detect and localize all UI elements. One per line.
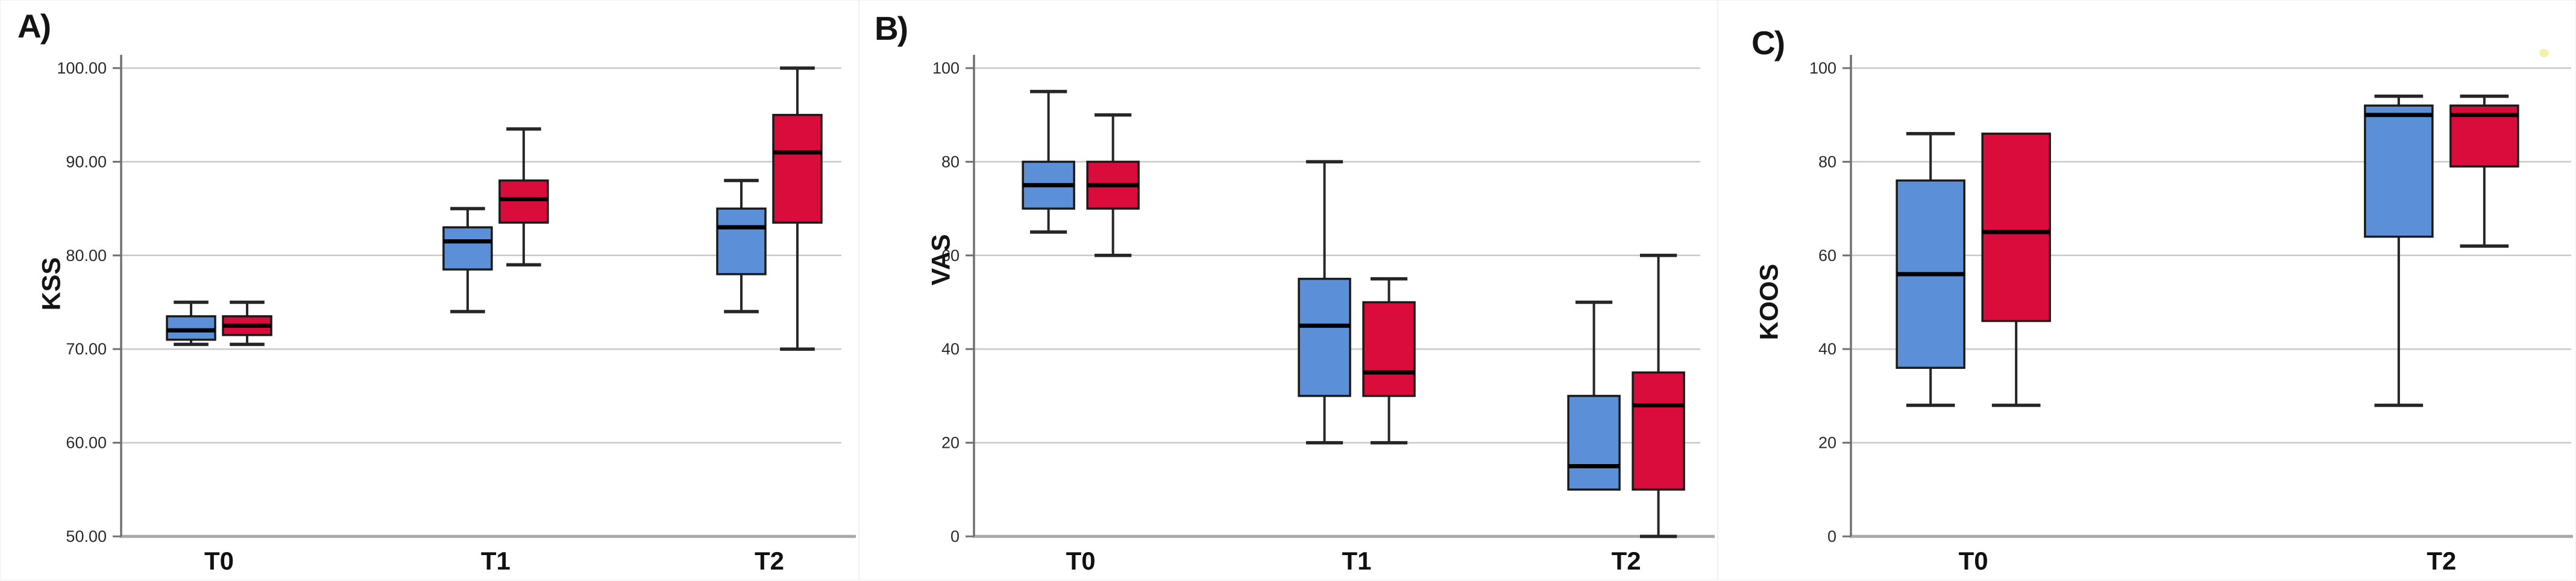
panel-c-label: C) [1751, 24, 1785, 61]
boxplot-blue-T2-box [716, 207, 767, 275]
panel-c: C) KOOS 100 80 60 40 20 0 T0 T2 [1718, 0, 2576, 580]
y-tick-label: 70.00 [66, 340, 107, 358]
y-tick-label: 40 [941, 340, 960, 358]
x-category-label: T1 [1342, 547, 1372, 575]
x-category-label: T2 [755, 547, 784, 575]
panel-b: B) VAS 100 80 60 40 20 0 T0 T1 T2 [859, 0, 1718, 580]
x-category-label: T2 [1612, 547, 1641, 575]
y-tick-label: 100 [932, 59, 960, 77]
stray-yellow-mark [2539, 49, 2549, 57]
boxplot-blue-T2-box [2364, 104, 2434, 238]
boxplot-red-T2-box [772, 113, 823, 224]
y-tick-label: 20 [1818, 434, 1836, 452]
boxplot-blue-T2-box [1567, 395, 1621, 491]
boxplot-red-T1-box [498, 179, 549, 224]
y-tick-label: 60.00 [66, 434, 107, 452]
boxplot-red-T2-box [1632, 371, 1685, 491]
panel-b-y-axis-title: VAS [926, 234, 956, 286]
boxplot-blue-T1-box [1298, 277, 1351, 397]
y-tick-label: 100 [1809, 59, 1836, 77]
y-tick-label: 80 [941, 152, 960, 171]
panel-a-plot-area: 100.00 90.00 80.00 70.00 60.00 50.00 T0 T1 T2 [57, 55, 856, 575]
panel-b-plot-area: 100 80 60 40 20 0 T0 T1 T2 [932, 55, 1715, 575]
y-tick-label: 60 [941, 247, 960, 265]
panel-b-label: B) [875, 10, 908, 47]
panel-c-y-axis-title: KOOS [1755, 263, 1784, 341]
panel-a-label: A) [17, 7, 51, 45]
x-category-label: T0 [204, 547, 234, 575]
y-tick-label: 100.00 [57, 59, 107, 77]
y-tick-label: 0 [950, 527, 960, 545]
y-tick-label: 50.00 [66, 527, 107, 545]
y-tick-label: 60 [1818, 247, 1836, 265]
panel-a: A) KSS 100.00 90.00 80.00 70.00 60.00 50.00 T0… [0, 0, 859, 580]
boxplot-blue-T1-box [442, 226, 493, 271]
y-tick-label: 90.00 [66, 152, 107, 171]
x-category-label: T2 [2427, 547, 2456, 575]
x-category-label: T0 [1066, 547, 1096, 575]
y-tick-label: 80 [1818, 152, 1836, 171]
panel-a-y-axis-title: KSS [37, 257, 66, 311]
boxplot-red-T0-box [1981, 133, 2051, 322]
boxplot-blue-T0-box [166, 315, 216, 341]
y-tick-label: 20 [941, 434, 960, 452]
x-category-label: T1 [481, 547, 510, 575]
x-category-label: T0 [1959, 547, 1988, 575]
panel-c-plot-area: 100 80 60 40 20 0 T0 T2 [1809, 55, 2573, 575]
y-tick-label: 0 [1827, 527, 1836, 545]
y-tick-label: 80.00 [66, 247, 107, 265]
y-tick-label: 40 [1818, 340, 1836, 358]
boxplot-red-T1-box [1362, 301, 1416, 397]
